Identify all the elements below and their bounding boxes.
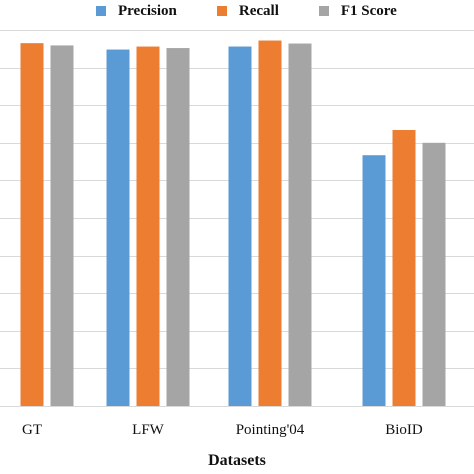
bar-pointing-04-recall [258,40,282,406]
bar-gt-recall [20,43,44,406]
bar-pointing-04-precision [228,46,252,406]
legend-item-f1-score: F1 Score [318,2,397,20]
bar-lfw-f1-score [166,48,190,406]
legend-swatch-f1-score [318,6,329,16]
bar-bioid-recall [392,130,416,407]
legend-swatch-precision [96,6,106,16]
x-tick-label: Pointing'04 [236,422,305,438]
legend-item-precision: Precision [96,3,177,20]
x-axis-title: Datasets [208,452,266,469]
legend: Precision Recall F1 Score [96,0,437,22]
legend-item-recall: Recall [216,2,279,20]
legend-label-f1-score: F1 Score [340,2,397,19]
bars [20,40,446,407]
legend-label-precision: Precision [118,2,177,19]
bar-lfw-precision [106,49,130,406]
x-tick-label: GT [22,422,42,438]
bar-bioid-f1-score [422,142,446,407]
bar-lfw-recall [136,46,160,406]
legend-swatch-recall [216,6,227,16]
bar-gt-f1-score [50,45,74,406]
bar-bioid-precision [362,155,386,406]
x-tick-labels: GT LFW Pointing'04 BioID [22,422,423,438]
legend-label-recall: Recall [238,2,279,19]
x-tick-label: LFW [132,422,165,438]
bar-pointing-04-f1-score [288,43,312,406]
x-tick-label: BioID [385,422,423,438]
